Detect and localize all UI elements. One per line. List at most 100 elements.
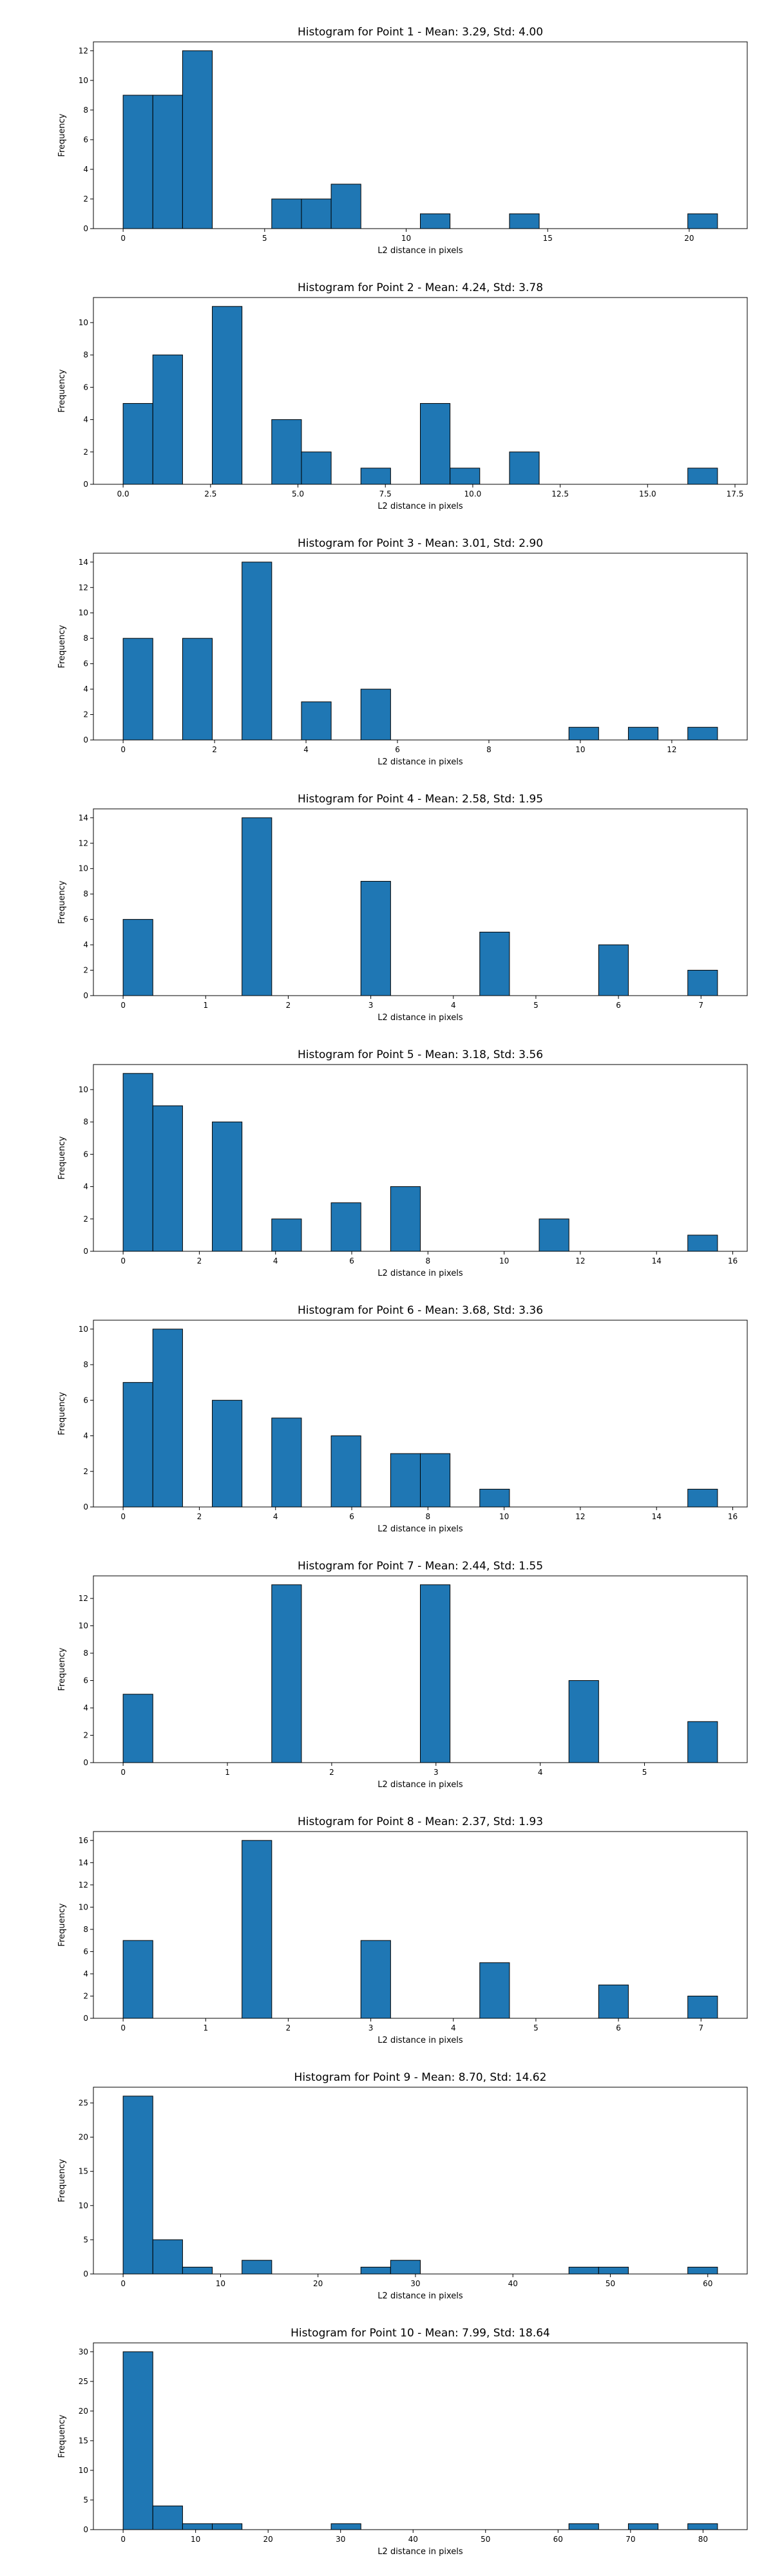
x-tick-label: 8 bbox=[426, 1512, 431, 1521]
x-tick-label: 10 bbox=[401, 234, 411, 243]
histogram-bar bbox=[301, 198, 332, 229]
y-tick-label: 2 bbox=[83, 194, 88, 204]
x-axis-label: L2 distance in pixels bbox=[377, 246, 463, 256]
bars bbox=[122, 1073, 718, 1252]
y-tick-label: 6 bbox=[83, 1947, 88, 1956]
histogram-bar bbox=[687, 2523, 718, 2530]
histogram-bar bbox=[212, 1121, 243, 1252]
histogram-bar bbox=[152, 354, 183, 485]
histogram-bar bbox=[271, 419, 302, 485]
y-tick-label: 0 bbox=[83, 2525, 88, 2534]
x-tick-label: 6 bbox=[616, 1001, 621, 1010]
histogram-bar bbox=[598, 2266, 629, 2275]
y-tick-label: 8 bbox=[83, 1117, 88, 1126]
x-tick-label: 80 bbox=[698, 2535, 708, 2544]
plot-frame bbox=[93, 2342, 748, 2530]
histogram-bar bbox=[598, 944, 629, 996]
y-axis-label: Frequency bbox=[57, 2414, 67, 2458]
x-axis-label: L2 distance in pixels bbox=[377, 2547, 463, 2557]
histogram-bar bbox=[568, 2523, 599, 2530]
bars bbox=[122, 1840, 718, 2019]
x-tick-label: 12 bbox=[575, 1256, 585, 1265]
plot-frame bbox=[93, 297, 748, 485]
histogram-bar bbox=[330, 2523, 361, 2530]
y-tick-label: 4 bbox=[83, 685, 88, 694]
histogram-bar bbox=[122, 95, 153, 229]
chart-panel-2: Histogram for Point 2 - Mean: 4.24, Std:… bbox=[57, 281, 748, 511]
x-tick-label: 4 bbox=[451, 2023, 456, 2032]
x-tick-label: 1 bbox=[203, 2023, 208, 2032]
bars bbox=[122, 817, 718, 996]
y-tick-label: 8 bbox=[83, 889, 88, 898]
y-tick-label: 6 bbox=[83, 135, 88, 144]
x-axis-ticks: 0 2 4 6 8 10 12 bbox=[120, 740, 677, 754]
chart-panel-9: Histogram for Point 9 - Mean: 8.70, Std:… bbox=[57, 2071, 748, 2301]
x-tick-label: 14 bbox=[652, 1512, 662, 1521]
y-tick-label: 10 bbox=[79, 1085, 88, 1094]
y-tick-label: 10 bbox=[79, 2201, 88, 2210]
plot-frame bbox=[93, 808, 748, 996]
histogram-bar bbox=[122, 2096, 153, 2275]
chart-title: Histogram for Point 5 - Mean: 3.18, Std:… bbox=[298, 1048, 543, 1061]
y-tick-label: 6 bbox=[83, 659, 88, 668]
y-tick-label: 0 bbox=[83, 1758, 88, 1767]
histogram-bar bbox=[568, 2266, 599, 2275]
histogram-bar bbox=[687, 970, 718, 996]
chart-title: Histogram for Point 8 - Mean: 2.37, Std:… bbox=[298, 1815, 543, 1828]
x-tick-label: 7.5 bbox=[379, 489, 392, 498]
x-axis-ticks: 0 5 10 15 20 bbox=[120, 229, 694, 243]
x-tick-label: 12.5 bbox=[551, 489, 569, 498]
x-tick-label: 6 bbox=[349, 1256, 354, 1265]
chart-title: Histogram for Point 7 - Mean: 2.44, Std:… bbox=[298, 1560, 543, 1573]
y-tick-label: 0 bbox=[83, 2269, 88, 2278]
y-tick-label: 4 bbox=[83, 415, 88, 424]
histogram-bar bbox=[390, 2260, 421, 2275]
x-tick-label: 16 bbox=[728, 1256, 738, 1265]
histogram-bar bbox=[687, 726, 718, 741]
chart-panel-4: Histogram for Point 4 - Mean: 2.58, Std:… bbox=[57, 793, 748, 1023]
histogram-bar bbox=[360, 468, 391, 485]
x-tick-label: 3 bbox=[368, 1001, 374, 1010]
histogram-bar bbox=[271, 1218, 302, 1252]
histogram-bar bbox=[212, 306, 243, 485]
histogram-bar bbox=[627, 726, 659, 741]
x-tick-label: 4 bbox=[451, 1001, 456, 1010]
histogram-bar bbox=[122, 1382, 153, 1508]
y-axis-ticks: 0 2 4 6 8 10 bbox=[79, 1085, 93, 1256]
y-tick-label: 4 bbox=[83, 1969, 88, 1978]
chart-panel-5: Histogram for Point 5 - Mean: 3.18, Std:… bbox=[57, 1048, 748, 1278]
y-tick-label: 0 bbox=[83, 2014, 88, 2023]
x-axis-label: L2 distance in pixels bbox=[377, 1269, 463, 1278]
histogram-bar bbox=[152, 1329, 183, 1508]
histogram-bar bbox=[420, 1453, 451, 1508]
x-tick-label: 20 bbox=[313, 2279, 323, 2288]
x-tick-label: 2 bbox=[212, 745, 217, 754]
y-tick-label: 14 bbox=[79, 558, 88, 567]
x-tick-label: 3 bbox=[368, 2023, 374, 2032]
histogram-bar bbox=[479, 931, 510, 996]
y-tick-label: 10 bbox=[79, 2466, 88, 2475]
x-tick-label: 0 bbox=[120, 1512, 126, 1521]
y-tick-label: 20 bbox=[79, 2133, 88, 2142]
x-tick-label: 6 bbox=[395, 745, 400, 754]
plot-frame bbox=[93, 1831, 748, 2019]
bars bbox=[122, 562, 718, 741]
x-tick-label: 2 bbox=[197, 1256, 202, 1265]
x-axis-ticks: 0 2 4 6 8 10 12 14 16 bbox=[120, 1251, 738, 1265]
chart-title: Histogram for Point 1 - Mean: 3.29, Std:… bbox=[298, 26, 543, 39]
histogram-bar bbox=[390, 1453, 421, 1508]
x-axis-label: L2 distance in pixels bbox=[377, 2291, 463, 2301]
histogram-bar bbox=[122, 1073, 153, 1252]
y-tick-label: 16 bbox=[79, 1836, 88, 1845]
y-tick-label: 8 bbox=[83, 1649, 88, 1658]
x-tick-label: 4 bbox=[273, 1256, 278, 1265]
y-tick-label: 8 bbox=[83, 350, 88, 359]
y-tick-label: 4 bbox=[83, 940, 88, 949]
x-tick-label: 40 bbox=[408, 2535, 418, 2544]
histogram-bar bbox=[271, 198, 302, 229]
x-tick-label: 10 bbox=[216, 2279, 225, 2288]
histogram-bar bbox=[330, 1435, 361, 1508]
histogram-bar bbox=[301, 451, 332, 485]
y-axis-ticks: 0 2 4 6 8 10 12 14 bbox=[79, 813, 93, 1000]
x-axis-label: L2 distance in pixels bbox=[377, 1524, 463, 1534]
